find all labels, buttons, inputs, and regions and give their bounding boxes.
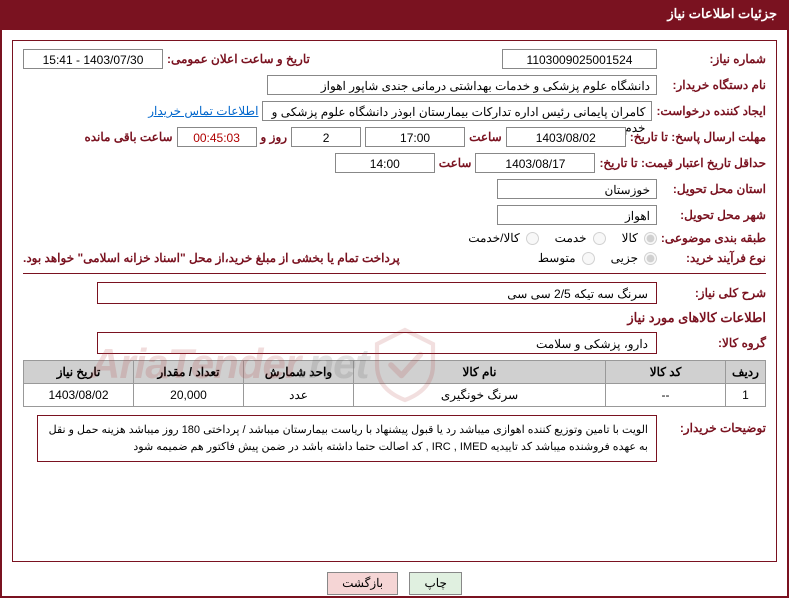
table-header-cell: واحد شمارش <box>244 361 354 384</box>
table-header-cell: تعداد / مقدار <box>134 361 244 384</box>
payment-note: پرداخت تمام یا بخشی از مبلغ خرید،از محل … <box>23 251 400 265</box>
validity-date-field: 1403/08/17 <box>475 153 595 173</box>
subject-radio-item: خدمت <box>555 231 606 245</box>
row-province: استان محل تحویل: خوزستان <box>23 179 766 199</box>
city-label: شهر محل تحویل: <box>661 208 766 222</box>
reply-time-label: ساعت <box>469 130 502 144</box>
remaining-days-field: 2 <box>291 127 361 147</box>
panel-title: جزئیات اطلاعات نیاز <box>667 6 777 21</box>
remaining-time-field: 00:45:03 <box>177 127 257 147</box>
buy-proc-label: نوع فرآیند خرید: <box>661 251 766 265</box>
reply-deadline-label: مهلت ارسال پاسخ: تا تاریخ: <box>630 130 766 144</box>
province-label: استان محل تحویل: <box>661 182 766 196</box>
remaining-label: ساعت باقی مانده <box>84 130 172 144</box>
validity-time-label: ساعت <box>439 156 472 170</box>
table-cell: 20,000 <box>134 384 244 407</box>
days-and-label: روز و <box>261 130 288 144</box>
subject-radio-label: کالا <box>622 231 638 245</box>
goods-group-label: گروه کالا: <box>661 336 766 350</box>
announce-dt-label: تاریخ و ساعت اعلان عمومی: <box>167 52 310 66</box>
table-header-cell: کد کالا <box>606 361 726 384</box>
table-header-cell: ردیف <box>726 361 766 384</box>
row-subject-cat: طبقه بندی موضوعی: کالا خدمت کالا/خدمت <box>23 231 766 245</box>
reply-time-field: 17:00 <box>365 127 465 147</box>
subject-radio[interactable] <box>593 232 606 245</box>
items-section-label: اطلاعات کالاهای مورد نیاز <box>23 310 766 326</box>
subject-radio-item: کالا <box>622 231 657 245</box>
process-radio-item: جزیی <box>611 251 657 265</box>
city-field: اهواز <box>497 205 657 225</box>
table-row: 1--سرنگ خونگیریعدد20,0001403/08/02 <box>24 384 766 407</box>
subject-radio-label: خدمت <box>555 231 587 245</box>
print-button[interactable]: چاپ <box>409 572 461 595</box>
table-cell: 1403/08/02 <box>24 384 134 407</box>
row-overall-desc: شرح کلی نیاز: سرنگ سه تیکه 2/5 سی سی <box>23 282 766 304</box>
subject-radio[interactable] <box>526 232 539 245</box>
requester-field: کامران پایمانی رئیس اداره تدارکات بیمارس… <box>262 101 652 121</box>
process-radio-label: متوسط <box>538 251 576 265</box>
row-need-no: شماره نیاز: 1103009025001524 تاریخ و ساع… <box>23 49 766 69</box>
back-button[interactable]: بازگشت <box>327 572 398 595</box>
overall-desc-label: شرح کلی نیاز: <box>661 286 766 300</box>
subject-radio[interactable] <box>644 232 657 245</box>
process-radio-group: جزیی متوسط <box>538 251 657 265</box>
goods-group-field: دارو، پزشکی و سلامت <box>97 332 657 354</box>
buyer-notes-field: الویت با تامین وتوزیع کننده اهوازی میباش… <box>37 415 657 462</box>
table-header-cell: نام کالا <box>354 361 606 384</box>
form-panel: شماره نیاز: 1103009025001524 تاریخ و ساع… <box>12 40 777 562</box>
announce-dt-field: 1403/07/30 - 15:41 <box>23 49 163 69</box>
panel-header: جزئیات اطلاعات نیاز <box>0 0 789 28</box>
subject-cat-label: طبقه بندی موضوعی: <box>661 231 766 245</box>
validity-time-field: 14:00 <box>335 153 435 173</box>
row-validity: حداقل تاریخ اعتبار قیمت: تا تاریخ: 1403/… <box>23 153 766 173</box>
items-table: ردیفکد کالانام کالاواحد شمارشتعداد / مقد… <box>23 360 766 407</box>
validity-label: حداقل تاریخ اعتبار قیمت: تا تاریخ: <box>599 156 766 170</box>
buyer-org-field: دانشگاه علوم پزشکی و خدمات بهداشتی درمان… <box>267 75 657 95</box>
outer-frame: شماره نیاز: 1103009025001524 تاریخ و ساع… <box>0 28 789 598</box>
buyer-notes-label: توضیحات خریدار: <box>661 415 766 435</box>
province-field: خوزستان <box>497 179 657 199</box>
table-header-cell: تاریخ نیاز <box>24 361 134 384</box>
button-row: چاپ بازگشت <box>2 572 787 595</box>
subject-radio-label: کالا/خدمت <box>468 231 519 245</box>
buyer-org-label: نام دستگاه خریدار: <box>661 78 766 92</box>
row-goods-group: گروه کالا: دارو، پزشکی و سلامت <box>23 332 766 354</box>
process-radio-label: جزیی <box>611 251 638 265</box>
table-header-row: ردیفکد کالانام کالاواحد شمارشتعداد / مقد… <box>24 361 766 384</box>
table-cell: عدد <box>244 384 354 407</box>
row-buyer-org: نام دستگاه خریدار: دانشگاه علوم پزشکی و … <box>23 75 766 95</box>
buyer-contact-link[interactable]: اطلاعات تماس خریدار <box>148 104 258 118</box>
process-radio[interactable] <box>582 252 595 265</box>
row-reply-deadline: مهلت ارسال پاسخ: تا تاریخ: 1403/08/02 سا… <box>23 127 766 147</box>
process-radio[interactable] <box>644 252 657 265</box>
requester-label: ایجاد کننده درخواست: <box>656 104 766 118</box>
table-cell: 1 <box>726 384 766 407</box>
table-cell: سرنگ خونگیری <box>354 384 606 407</box>
process-radio-item: متوسط <box>538 251 595 265</box>
row-city: شهر محل تحویل: اهواز <box>23 205 766 225</box>
table-cell: -- <box>606 384 726 407</box>
row-buy-process: نوع فرآیند خرید: جزیی متوسط پرداخت تمام ی… <box>23 251 766 265</box>
row-buyer-notes: توضیحات خریدار: الویت با تامین وتوزیع کن… <box>23 415 766 462</box>
subject-radio-group: کالا خدمت کالا/خدمت <box>468 231 657 245</box>
table-body: 1--سرنگ خونگیریعدد20,0001403/08/02 <box>24 384 766 407</box>
need-no-label: شماره نیاز: <box>661 52 766 66</box>
subject-radio-item: کالا/خدمت <box>468 231 538 245</box>
row-requester: ایجاد کننده درخواست: کامران پایمانی رئیس… <box>23 101 766 121</box>
need-no-field: 1103009025001524 <box>502 49 657 69</box>
overall-desc-field: سرنگ سه تیکه 2/5 سی سی <box>97 282 657 304</box>
reply-date-field: 1403/08/02 <box>506 127 626 147</box>
